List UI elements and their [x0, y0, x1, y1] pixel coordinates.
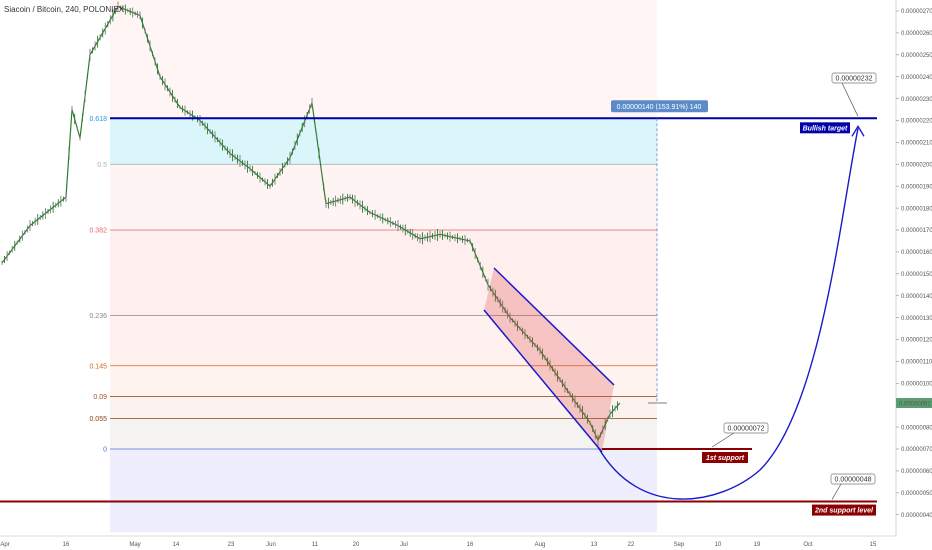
fib-label: 0.618: [89, 116, 107, 123]
fib-band: [110, 449, 657, 532]
fib-label: 0.09: [93, 394, 107, 401]
time-tick-label: Apr: [0, 542, 9, 548]
price-tick-label: 0.00000180: [901, 206, 932, 212]
time-tick-label: 15: [870, 542, 877, 548]
time-tick-label: 19: [754, 542, 761, 548]
price-tick-label: 0.00000200: [901, 163, 932, 169]
price-tick-label: 0.00000120: [901, 338, 932, 344]
second-support-label-box: [812, 504, 876, 516]
time-tick-label: Jun: [266, 542, 276, 548]
bullish-target-label-box: [800, 122, 850, 134]
price-tick-label: 0.00000140: [901, 294, 932, 300]
price-tick-label: 0.00000050: [901, 491, 932, 497]
projection-curve: [597, 128, 859, 500]
measure-label: 0.00000140 (153.91%) 140: [617, 104, 702, 111]
time-tick-label: Aug: [535, 542, 546, 548]
time-tick-label: 22: [628, 542, 635, 548]
chart-title: Siacoin / Bitcoin, 240, POLONIEX: [4, 5, 125, 14]
price-tick-label: 0.00000240: [901, 75, 932, 81]
second-support-price-box: [830, 473, 876, 485]
bullish-target-price-pointer: [841, 82, 859, 117]
bullish-target-price-box: [831, 72, 877, 84]
time-tick-label: 23: [228, 542, 235, 548]
first-support-label-box: [702, 452, 748, 463]
price-tick-label: 0.00000060: [901, 469, 932, 475]
price-tick-label: 0.00000270: [901, 9, 932, 15]
measure-badge: [611, 100, 708, 113]
fib-band: [110, 0, 657, 119]
fib-band: [110, 396, 657, 419]
price-tick-label: 0.00000070: [901, 447, 932, 453]
projection-arrow: [851, 124, 865, 137]
fib-band: [110, 315, 657, 366]
time-tick-label: 16: [63, 542, 70, 548]
time-tick-label: 13: [591, 542, 598, 548]
first-support-price: 0.00000072: [728, 426, 765, 433]
second-support-label: 2nd support level: [814, 508, 874, 515]
first-support-price-pointer: [711, 432, 735, 448]
time-tick-label: Sep: [674, 542, 685, 548]
time-tick-label: Oct: [803, 542, 813, 548]
price-tick-label: 0.00000160: [901, 250, 932, 256]
fib-band: [110, 365, 657, 397]
time-tick-label: 20: [353, 542, 360, 548]
time-tick-label: 11: [312, 542, 319, 548]
time-tick-label: 16: [467, 542, 474, 548]
price-tick-label: 0.00000230: [901, 97, 932, 103]
first-support-price-box: [723, 422, 769, 434]
channel-fill: [484, 268, 614, 452]
second-support-price: 0.00000048: [835, 477, 872, 484]
price-tick-label: 0.00000110: [901, 360, 932, 366]
fib-label: 0.382: [89, 228, 107, 235]
price-tick-label: 0.00000220: [901, 119, 932, 125]
time-tick-label: 14: [173, 542, 180, 548]
fib-band: [110, 164, 657, 230]
fib-label: 0.055: [89, 416, 107, 423]
price-tick-label: 0.00000260: [901, 31, 932, 37]
time-tick-label: Jul: [400, 542, 408, 548]
price-tick-label: 0.00000040: [901, 513, 932, 519]
current-price-label: 0.00000091: [899, 402, 931, 408]
fib-label: 0.236: [89, 313, 107, 320]
fib-band: [110, 418, 657, 449]
current-price-badge: [896, 398, 932, 409]
price-tick-label: 0.00000150: [901, 272, 932, 278]
fib-band: [110, 118, 657, 165]
bullish-target-price: 0.00000232: [836, 76, 873, 83]
price-tick-label: 0.00000100: [901, 382, 932, 388]
price-tick-label: 0.00000170: [901, 228, 932, 234]
fib-label: 0: [103, 447, 107, 454]
first-support-label: 1st support: [706, 455, 745, 462]
second-support-price-pointer: [831, 483, 842, 500]
bullish-target-label: Bullish target: [803, 125, 848, 132]
channel-lower-line: [483, 309, 603, 453]
price-tick-label: 0.00000210: [901, 141, 932, 147]
time-tick-label: 10: [715, 542, 722, 548]
price-tick-label: 0.00000080: [901, 425, 932, 431]
channel-upper-line: [493, 267, 615, 386]
fib-label: 0.5: [97, 162, 107, 169]
fib-label: 0.145: [89, 363, 107, 370]
price-tick-label: 0.00000250: [901, 53, 932, 59]
price-tick-label: 0.00000190: [901, 184, 932, 190]
price-tick-label: 0.00000130: [901, 316, 932, 322]
time-tick-label: May: [129, 542, 140, 548]
fib-band: [110, 230, 657, 316]
